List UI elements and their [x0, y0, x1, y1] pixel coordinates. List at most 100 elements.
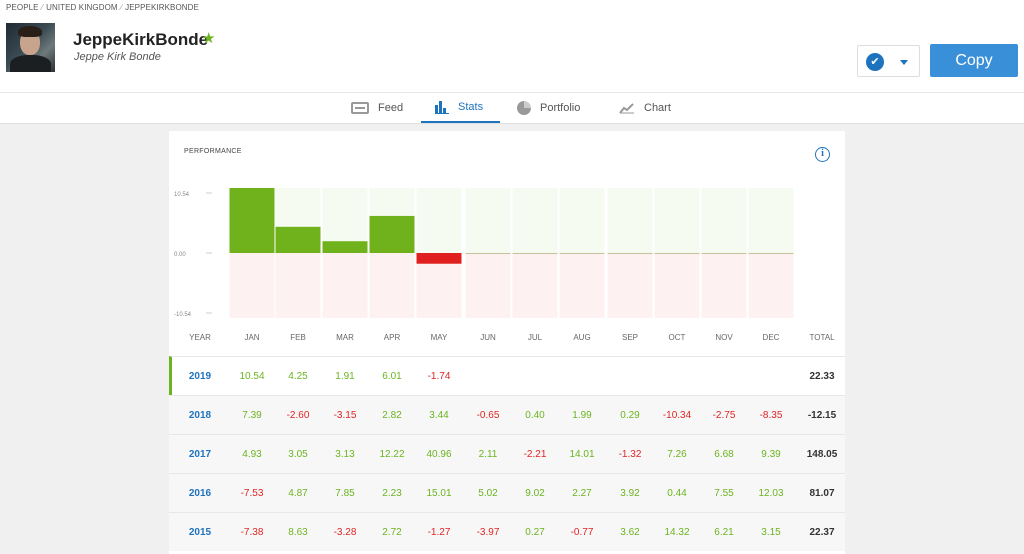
- bar-jan[interactable]: [229, 188, 275, 253]
- username: JeppeKirkBonde: [73, 30, 209, 49]
- header-feb: FEB: [290, 333, 306, 342]
- header-nov: NOV: [715, 333, 733, 342]
- bar-may[interactable]: [416, 253, 462, 264]
- month-value: 9.02: [525, 488, 545, 499]
- column-background-positive: [512, 188, 558, 253]
- header-aug: AUG: [573, 333, 591, 342]
- month-value: -2.75: [712, 410, 736, 421]
- table-row[interactable]: 2017 4.93 3.05 3.13 12.22 40.96 2.11 -2.21 14.01…: [169, 434, 845, 473]
- breadcrumb-country[interactable]: UNITED KINGDOM: [46, 3, 118, 12]
- copy-button[interactable]: Copy: [930, 44, 1018, 77]
- column-background-positive: [416, 188, 462, 253]
- month-value: -1.32: [618, 449, 642, 460]
- month-value: 0.27: [525, 527, 545, 538]
- table-row[interactable]: 2015 -7.38 8.63 -3.28 2.72 -1.27 -3.97 0.27 -0.7…: [169, 512, 845, 551]
- tab-chart-label: Chart: [644, 102, 671, 114]
- month-value: 1.99: [572, 410, 592, 421]
- star-icon: ★: [202, 30, 216, 47]
- month-value: -0.65: [476, 410, 500, 421]
- row-year[interactable]: 2019: [188, 371, 212, 382]
- row-year[interactable]: 2016: [188, 488, 212, 499]
- y-tick-label: -10.54: [174, 312, 192, 318]
- tab-feed-label: Feed: [378, 102, 404, 114]
- bar-chart-icon: [435, 101, 449, 114]
- row-total: 81.07: [809, 488, 835, 499]
- month-value: 40.96: [426, 449, 452, 460]
- month-value: -7.53: [240, 488, 264, 499]
- row-year[interactable]: 2017: [188, 449, 212, 460]
- month-value: 2.27: [572, 488, 592, 499]
- tab-chart[interactable]: Chart: [619, 93, 671, 123]
- month-value: 3.15: [761, 527, 781, 538]
- month-value: -2.21: [523, 449, 547, 460]
- month-value: 0.40: [525, 410, 545, 421]
- header-jul: JUL: [527, 333, 543, 342]
- bar-apr[interactable]: [369, 215, 415, 253]
- month-value: -3.15: [333, 410, 357, 421]
- tab-stats[interactable]: Stats: [421, 93, 500, 123]
- month-value: 4.87: [288, 488, 308, 499]
- month-value: -1.27: [427, 527, 451, 538]
- month-value: 12.03: [758, 488, 784, 499]
- month-value: -10.34: [662, 410, 692, 421]
- month-value: 2.82: [382, 410, 402, 421]
- month-value: 7.55: [714, 488, 734, 499]
- row-year[interactable]: 2015: [188, 527, 212, 538]
- header-year: YEAR: [189, 333, 211, 342]
- table-row[interactable]: 2016 -7.53 4.87 7.85 2.23 15.01 5.02 9.02 2.27 3.…: [169, 473, 845, 512]
- tab-stats-label: Stats: [458, 101, 484, 113]
- month-value: 2.72: [382, 527, 402, 538]
- column-background-negative: [654, 253, 700, 318]
- month-value: 7.39: [242, 410, 262, 421]
- month-value: 3.44: [429, 410, 449, 421]
- tab-portfolio[interactable]: Portfolio: [517, 93, 580, 123]
- column-background-positive: [465, 188, 511, 253]
- tab-portfolio-label: Portfolio: [540, 102, 581, 114]
- column-background-positive: [607, 188, 653, 253]
- bar-mar[interactable]: [322, 241, 368, 253]
- month-value: 14.01: [569, 449, 595, 460]
- performance-chart: 10.54 0.00 -10.54: [174, 188, 794, 318]
- month-value: 15.01: [426, 488, 452, 499]
- y-tick-label: 0.00: [174, 252, 186, 258]
- month-value: 14.32: [664, 527, 690, 538]
- month-value: 8.63: [288, 527, 308, 538]
- column-background-positive: [701, 188, 747, 253]
- header-oct: OCT: [668, 333, 686, 342]
- check-icon: ✔: [866, 53, 884, 71]
- header-may: MAY: [430, 333, 448, 342]
- breadcrumb-people[interactable]: PEOPLE: [6, 3, 39, 12]
- feed-icon: [351, 102, 369, 114]
- column-background-negative: [465, 253, 511, 318]
- row-year[interactable]: 2018: [188, 410, 212, 421]
- column-background-negative: [607, 253, 653, 318]
- row-total: 148.05: [806, 449, 838, 460]
- table-header: YEAR JAN FEB MAR APR MAY JUN JUL AUG SEP OCT NOV DEC…: [169, 329, 845, 346]
- month-value: 9.39: [761, 449, 781, 460]
- watch-dropdown[interactable]: ✔: [857, 45, 920, 77]
- bar-feb[interactable]: [275, 226, 321, 253]
- header-mar: MAR: [336, 333, 354, 342]
- month-value: 10.54: [239, 371, 265, 382]
- column-background-positive: [559, 188, 605, 253]
- month-value: 6.68: [714, 449, 734, 460]
- table-row[interactable]: 2019 10.54 4.25 1.91 6.01 -1.74 22.33: [169, 356, 845, 395]
- month-value: 5.02: [478, 488, 498, 499]
- profile-header: PEOPLE ⁄ UNITED KINGDOM ⁄ JEPPEKIRKBONDE Jep…: [0, 0, 1024, 92]
- month-value: 6.01: [382, 371, 402, 382]
- table-row[interactable]: 2018 7.39 -2.60 -3.15 2.82 3.44 -0.65 0.40 1.99 0…: [169, 395, 845, 434]
- month-value: 2.11: [478, 449, 498, 460]
- month-value: 3.92: [620, 488, 640, 499]
- column-background-positive: [748, 188, 794, 253]
- tab-feed[interactable]: Feed: [351, 93, 403, 123]
- info-icon[interactable]: i: [815, 147, 830, 162]
- full-name: Jeppe Kirk Bonde: [74, 51, 161, 63]
- header-dec: DEC: [762, 333, 780, 342]
- performance-panel: PERFORMANCE i 10.54 0.00 -10.54 YEAR JAN FEB…: [169, 131, 845, 554]
- month-value: 6.21: [714, 527, 734, 538]
- month-value: -3.97: [476, 527, 500, 538]
- avatar: [6, 23, 55, 72]
- breadcrumb: PEOPLE ⁄ UNITED KINGDOM ⁄ JEPPEKIRKBONDE: [6, 3, 199, 12]
- column-background-negative: [748, 253, 794, 318]
- month-value: 7.85: [335, 488, 355, 499]
